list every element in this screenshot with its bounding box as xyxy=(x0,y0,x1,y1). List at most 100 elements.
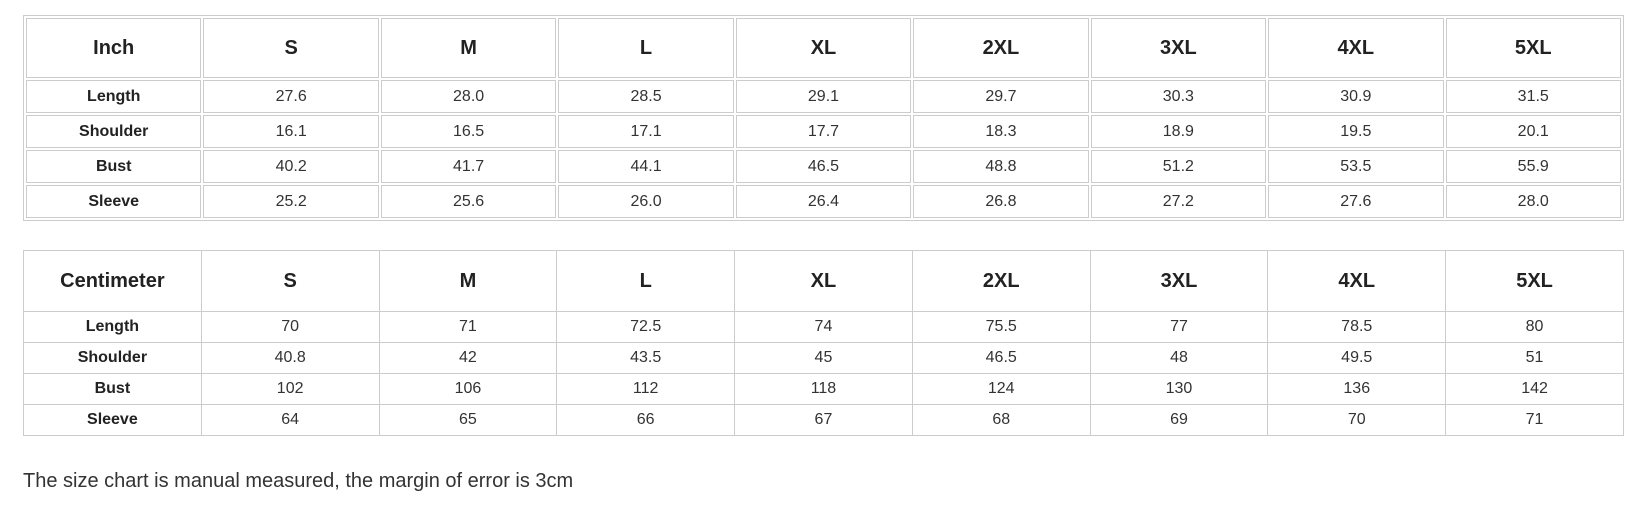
size-header: L xyxy=(556,250,736,312)
table-cell: 68 xyxy=(911,404,1091,436)
table-cell: 71 xyxy=(378,311,558,343)
table-cell: 29.7 xyxy=(913,80,1089,113)
size-header: 3XL xyxy=(1090,18,1267,78)
table-cell: 70 xyxy=(1267,404,1447,436)
table-cell: 28.0 xyxy=(1445,185,1621,218)
table-cell: 16.1 xyxy=(203,115,379,148)
size-header: 5XL xyxy=(1445,250,1624,312)
table-cell: 26.4 xyxy=(735,185,912,218)
table-row: Sleeve 64 65 66 67 68 69 70 71 xyxy=(23,404,1624,436)
row-label: Sleeve xyxy=(26,185,202,218)
table-cell: 70 xyxy=(200,311,380,343)
row-label: Bust xyxy=(26,150,202,183)
row-label: Length xyxy=(26,80,202,113)
table-cell: 71 xyxy=(1445,404,1624,436)
table-cell: 64 xyxy=(200,404,380,436)
table-cell: 142 xyxy=(1445,373,1624,405)
table-cell: 67 xyxy=(734,404,913,436)
table-row: Length 70 71 72.5 74 75.5 77 78.5 80 xyxy=(23,311,1624,343)
table-cell: 19.5 xyxy=(1268,115,1444,148)
table-cell: 28.5 xyxy=(558,80,734,113)
table-cell: 26.0 xyxy=(558,185,734,218)
table-cell: 30.3 xyxy=(1090,80,1267,113)
table-row: Bust 102 106 112 118 124 130 136 142 xyxy=(23,373,1624,405)
size-header: S xyxy=(203,18,379,78)
table-cell: 75.5 xyxy=(911,311,1091,343)
table-cell: 31.5 xyxy=(1445,80,1621,113)
table-cell: 25.6 xyxy=(380,185,557,218)
table-cell: 80 xyxy=(1445,311,1624,343)
table-cell: 72.5 xyxy=(556,311,736,343)
table-cell: 102 xyxy=(200,373,380,405)
size-header: S xyxy=(200,250,380,312)
size-header: XL xyxy=(734,250,913,312)
table-cell: 48.8 xyxy=(913,150,1089,183)
table-cell: 106 xyxy=(378,373,558,405)
centimeter-size-table: Centimeter S M L XL 2XL 3XL 4XL 5XL Length 70 71 72.… xyxy=(23,250,1624,436)
table-cell: 53.5 xyxy=(1268,150,1444,183)
size-header: 2XL xyxy=(911,250,1091,312)
size-header: L xyxy=(558,18,734,78)
table-cell: 66 xyxy=(556,404,736,436)
table-cell: 77 xyxy=(1089,311,1269,343)
row-label: Shoulder xyxy=(23,342,202,374)
table-cell: 136 xyxy=(1267,373,1447,405)
table-cell: 69 xyxy=(1089,404,1269,436)
table-cell: 130 xyxy=(1089,373,1269,405)
unit-header: Inch xyxy=(26,18,202,78)
table-cell: 49.5 xyxy=(1267,342,1447,374)
table-row: Shoulder 16.1 16.5 17.1 17.7 18.3 18.9 19.5 20.1 xyxy=(26,115,1621,148)
table-cell: 124 xyxy=(911,373,1091,405)
size-header: 2XL xyxy=(913,18,1089,78)
table-cell: 27.6 xyxy=(203,80,379,113)
table-cell: 17.1 xyxy=(558,115,734,148)
table-cell: 46.5 xyxy=(735,150,912,183)
table-cell: 118 xyxy=(734,373,913,405)
table-cell: 65 xyxy=(378,404,558,436)
table-cell: 18.3 xyxy=(913,115,1089,148)
table-cell: 45 xyxy=(734,342,913,374)
table-cell: 17.7 xyxy=(735,115,912,148)
table-row: Sleeve 25.2 25.6 26.0 26.4 26.8 27.2 27.6 28.0 xyxy=(26,185,1621,218)
table-cell: 46.5 xyxy=(911,342,1091,374)
measurement-note: The size chart is manual measured, the m… xyxy=(23,470,574,492)
size-header: M xyxy=(380,18,557,78)
header-row: Centimeter S M L XL 2XL 3XL 4XL 5XL xyxy=(23,250,1624,312)
size-header: 4XL xyxy=(1268,18,1444,78)
table-cell: 112 xyxy=(556,373,736,405)
table-cell: 30.9 xyxy=(1268,80,1444,113)
table-cell: 42 xyxy=(378,342,558,374)
table-row: Shoulder 40.8 42 43.5 45 46.5 48 49.5 51 xyxy=(23,342,1624,374)
table-cell: 16.5 xyxy=(380,115,557,148)
table-cell: 48 xyxy=(1089,342,1269,374)
table-cell: 40.2 xyxy=(203,150,379,183)
header-row: Inch S M L XL 2XL 3XL 4XL 5XL xyxy=(26,18,1621,78)
table-cell: 43.5 xyxy=(556,342,736,374)
row-label: Sleeve xyxy=(23,404,202,436)
table-cell: 25.2 xyxy=(203,185,379,218)
table-cell: 41.7 xyxy=(380,150,557,183)
size-header: 5XL xyxy=(1445,18,1621,78)
table-cell: 40.8 xyxy=(200,342,380,374)
table-cell: 26.8 xyxy=(913,185,1089,218)
table-cell: 74 xyxy=(734,311,913,343)
table-cell: 55.9 xyxy=(1445,150,1621,183)
row-label: Shoulder xyxy=(26,115,202,148)
table-cell: 27.6 xyxy=(1268,185,1444,218)
table-cell: 18.9 xyxy=(1090,115,1267,148)
table-cell: 20.1 xyxy=(1445,115,1621,148)
table-cell: 51 xyxy=(1445,342,1624,374)
size-header: XL xyxy=(735,18,912,78)
size-header: M xyxy=(378,250,558,312)
size-header: 4XL xyxy=(1267,250,1447,312)
inch-size-table: Inch S M L XL 2XL 3XL 4XL 5XL Length 27.6 28.0 28.5 2… xyxy=(23,15,1624,221)
table-cell: 28.0 xyxy=(380,80,557,113)
table-cell: 29.1 xyxy=(735,80,912,113)
table-cell: 78.5 xyxy=(1267,311,1447,343)
table-row: Bust 40.2 41.7 44.1 46.5 48.8 51.2 53.5 55.9 xyxy=(26,150,1621,183)
table-cell: 51.2 xyxy=(1090,150,1267,183)
size-header: 3XL xyxy=(1089,250,1269,312)
row-label: Length xyxy=(23,311,202,343)
table-cell: 27.2 xyxy=(1090,185,1267,218)
unit-header: Centimeter xyxy=(23,250,202,312)
